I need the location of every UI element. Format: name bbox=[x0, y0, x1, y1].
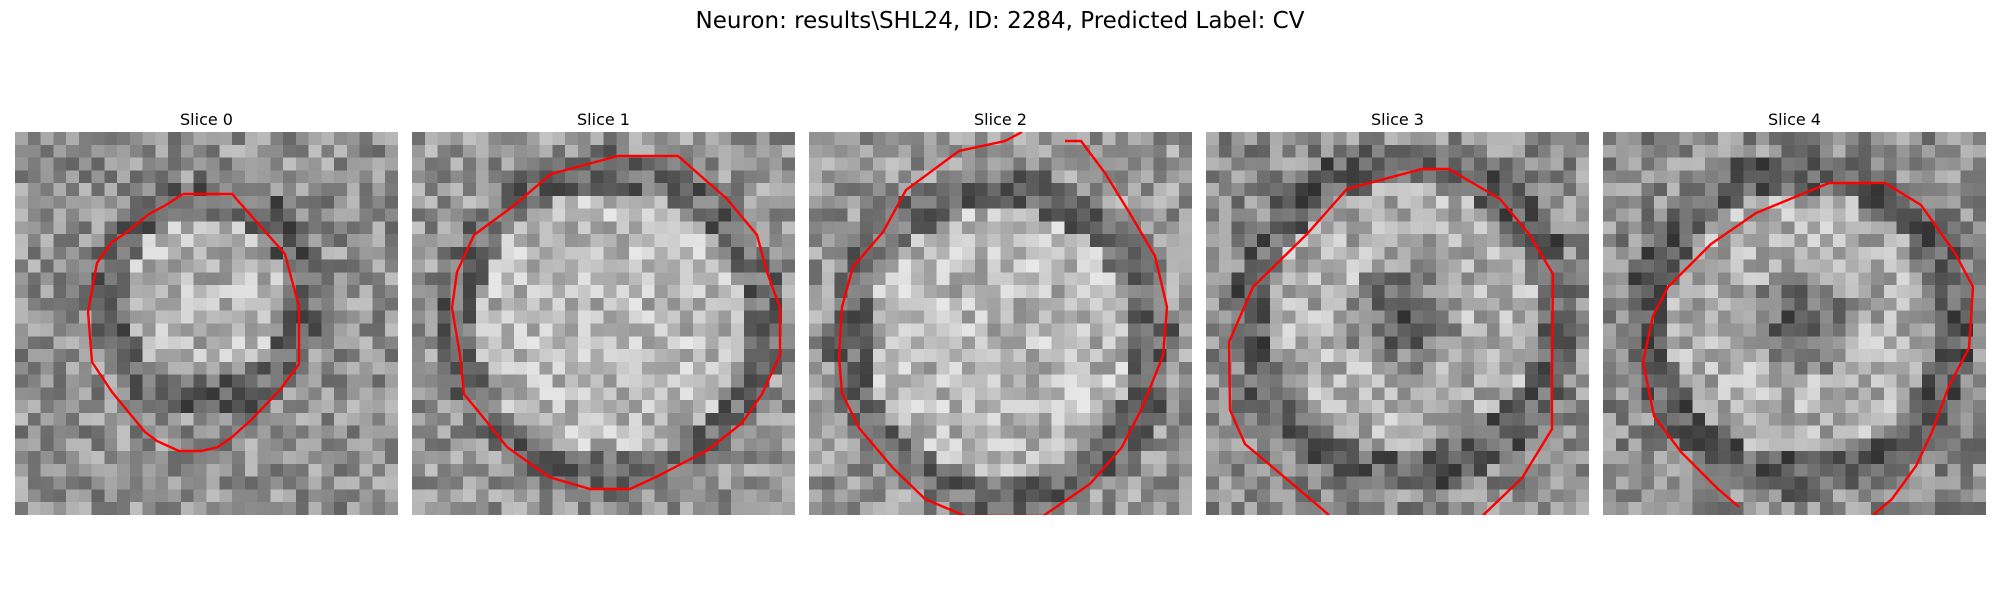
roi-contour-0 bbox=[86, 192, 301, 453]
slice-image-1 bbox=[412, 132, 795, 515]
slice-panel-1: Slice 1 bbox=[412, 108, 795, 515]
slice-title-3: Slice 3 bbox=[1371, 110, 1424, 129]
contour-overlay-4 bbox=[1641, 181, 1975, 515]
slice-panel-2: Slice 2 bbox=[809, 108, 1192, 515]
contour-overlay-3 bbox=[1227, 167, 1555, 515]
roi-contour-3 bbox=[1227, 167, 1555, 515]
contour-overlay-1 bbox=[450, 154, 782, 491]
slice-image-0 bbox=[15, 132, 398, 515]
figure-title: Neuron: results\SHL24, ID: 2284, Predict… bbox=[695, 8, 1305, 34]
roi-contour-4 bbox=[1641, 181, 1975, 515]
contour-overlay-0 bbox=[86, 192, 301, 453]
slice-panel-4: Slice 4 bbox=[1603, 108, 1986, 515]
slice-title-4: Slice 4 bbox=[1768, 110, 1821, 129]
roi-contour-1 bbox=[450, 154, 782, 491]
slice-title-2: Slice 2 bbox=[974, 110, 1027, 129]
slice-title-0: Slice 0 bbox=[180, 110, 233, 129]
slice-image-2 bbox=[809, 132, 1192, 515]
slice-panel-3: Slice 3 bbox=[1206, 108, 1589, 515]
slice-panel-0: Slice 0 bbox=[15, 108, 398, 515]
slice-image-3 bbox=[1206, 132, 1589, 515]
contour-overlay-2 bbox=[837, 132, 1169, 515]
slice-title-1: Slice 1 bbox=[577, 110, 630, 129]
roi-contour-2 bbox=[837, 132, 1169, 515]
